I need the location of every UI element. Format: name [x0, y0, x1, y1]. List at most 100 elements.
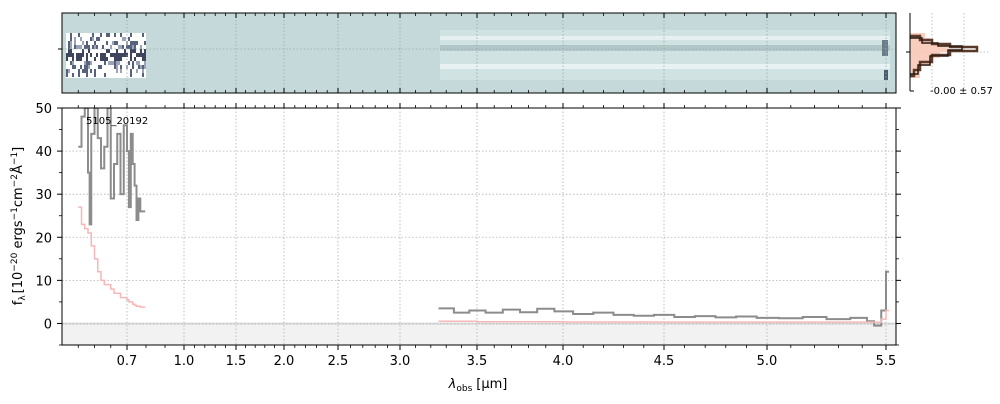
spectrum-2d-pixel: [82, 41, 84, 45]
spectrum-2d-pixel: [134, 45, 136, 49]
spectrum-2d-pixel: [140, 53, 142, 57]
spectrum-2d-pixel: [144, 61, 146, 65]
zero-band: [62, 322, 896, 345]
spectrum-2d-pixel: [80, 65, 82, 69]
spectrum-2d-pixel: [94, 45, 96, 49]
spectrum-2d-pixel: [70, 53, 72, 57]
spectrum-2d-pixel: [70, 61, 72, 65]
spectrum-2d-pixel: [144, 57, 146, 61]
spectrum-2d-pixel: [88, 49, 90, 53]
spectrum-2d-pixel: [118, 53, 120, 57]
spectrum-2d-pixel: [144, 41, 146, 45]
y-tick-label: 20: [35, 231, 52, 246]
spectrum-2d-pixel: [128, 61, 130, 65]
spectrum-2d-pixel: [74, 65, 76, 69]
spectrum-2d-pixel: [116, 57, 118, 61]
spectrum-2d-pixel: [98, 37, 100, 41]
spectrum-2d-pixel: [74, 45, 76, 49]
model-spectrum-line: [438, 309, 889, 323]
spectrum-2d-pixel: [78, 45, 80, 49]
spectrum-2d-pixel: [76, 53, 78, 57]
spectrum-2d-pixel: [82, 49, 84, 53]
spectrum-2d-pixel: [100, 33, 102, 37]
spectrum-2d-pixel: [86, 73, 88, 77]
spectrum-2d-pixel: [130, 53, 132, 57]
spectrum-2d-pixel: [138, 53, 140, 57]
spectrum-2d-pixel: [132, 41, 134, 45]
spectrum-2d-pixel: [104, 57, 106, 61]
spectrum-2d-pixel: [138, 65, 140, 69]
spectrum-2d-pixel: [70, 33, 72, 37]
main-grid: [62, 107, 896, 345]
spectrum-2d-pixel: [112, 61, 114, 65]
spectrum-2d-pixel: [86, 41, 88, 45]
spectrum-2d-panel: [58, 12, 897, 94]
spectrum-2d-pixel: [144, 53, 146, 57]
spectrum-2d-pixel: [110, 45, 112, 49]
y-tick-label: 30: [35, 188, 52, 203]
x-axis-label: λobs [μm]: [448, 377, 508, 394]
spectrum-2d-pixel: [90, 37, 92, 41]
spectrum-2d-pixel: [104, 73, 106, 77]
noise-histogram-line: [910, 34, 979, 78]
spectrum-2d-pixel: [90, 53, 92, 57]
spectrum-2d-pixel: [78, 73, 80, 77]
spectrum-2d-pixel: [88, 61, 90, 65]
spectrum-2d-pixel: [140, 49, 142, 53]
spectrum-2d-pixel: [144, 49, 146, 53]
spectrum-2d-pixel: [86, 65, 88, 69]
spectrum-2d-pixel: [114, 65, 116, 69]
spectrum-2d-pixel: [134, 57, 136, 61]
spectrum-2d-pixel: [74, 41, 76, 45]
spectrum-2d-pixel: [102, 53, 104, 57]
spectrum-2d-pixel: [94, 73, 96, 77]
spectrum-2d-pixel: [72, 65, 74, 69]
spectrum-2d-pixel: [82, 69, 84, 73]
x-tick-label: 3.5: [467, 354, 488, 369]
spectrum-2d-pixel: [120, 57, 122, 61]
spectrum-2d-pixel: [80, 45, 82, 49]
spectrum-2d-pixel: [68, 49, 70, 53]
spectrum-2d-pixel: [70, 49, 72, 53]
spectrum-2d-pixel: [102, 57, 104, 61]
spectrum-2d-pixel: [130, 45, 132, 49]
spectrum-2d-pixel: [66, 73, 68, 77]
spectrum-2d-pixel: [116, 53, 118, 57]
spectrum-2d-pixel: [126, 41, 128, 45]
data-spectrum-line: [78, 108, 146, 226]
spectrum-2d-pixel: [140, 65, 142, 69]
spectrum-2d-pixel: [72, 57, 74, 61]
spectrum-2d-pixel: [134, 49, 136, 53]
spectrum-2d-pixel: [136, 53, 138, 57]
spectrum-2d-pixel: [104, 53, 106, 57]
spectrum-2d-pixel: [106, 49, 108, 53]
spectrum-2d-pixel: [94, 41, 96, 45]
spectrum-2d-pixel: [108, 33, 110, 37]
spectrum-2d-pixel: [86, 61, 88, 65]
spectrum-2d-pixel: [128, 37, 130, 41]
spectrum-2d-pixel: [96, 37, 98, 41]
spectrum-2d-pixel: [132, 65, 134, 69]
spectrum-2d-pixel: [142, 57, 144, 61]
spectrum-2d-pixel: [74, 37, 76, 41]
spectrum-2d-pixel: [130, 41, 132, 45]
spectrum-2d-pixel: [116, 69, 118, 73]
noise-histogram-panel: -0.00 ± 0.57: [906, 13, 993, 97]
spectrum-2d-pixel: [142, 69, 144, 73]
spectrum-2d-pixel: [98, 65, 100, 69]
spectrum-2d-pixel: [114, 33, 116, 37]
y-tick-label: 10: [35, 274, 52, 289]
spectrum-2d-pixel: [132, 61, 134, 65]
spectrum-2d-pixel: [76, 57, 78, 61]
y-tick-label: 40: [35, 145, 52, 160]
spectrum-2d-pixel: [86, 57, 88, 61]
spectrum-2d-pixel: [68, 53, 70, 57]
spectrum-2d-pixel: [136, 69, 138, 73]
spectrum-2d-pixel: [110, 61, 112, 65]
spectrum-2d-pixel: [100, 53, 102, 57]
spectrum-2d-pixel: [128, 45, 130, 49]
spectrum-2d-pixel: [66, 57, 68, 61]
model-spectrum-line: [78, 206, 146, 308]
y-tick-label: 50: [35, 102, 52, 117]
